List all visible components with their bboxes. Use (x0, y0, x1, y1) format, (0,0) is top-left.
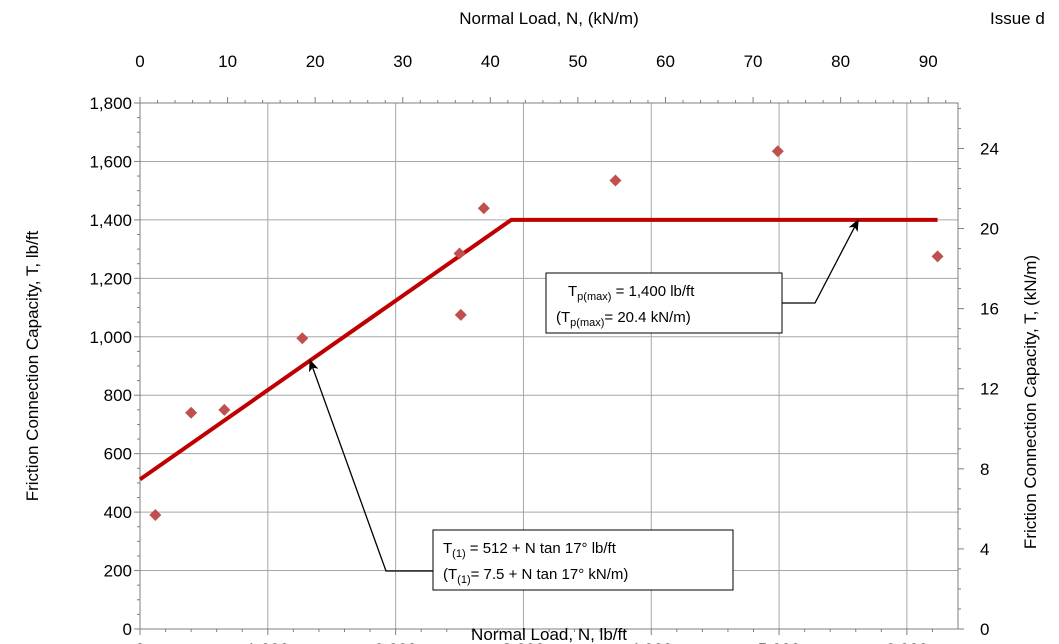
y-tick-label: 0 (123, 620, 132, 639)
data-point (296, 332, 309, 345)
x2-tick-label: 0 (135, 52, 144, 71)
y-tick-label: 1,800 (89, 94, 132, 113)
data-point (185, 406, 198, 419)
annotation-line-1: Tp(max) = 1,400 lb/ft (568, 283, 695, 303)
x2-tick-label: 40 (481, 52, 500, 71)
y-axis-title: Friction Connection Capacity, T, lb/ft (23, 230, 42, 501)
x-tick-label: 1,000 (247, 640, 290, 644)
test-data-series (149, 145, 944, 522)
capacity-line-series (138, 217, 938, 482)
x2-tick-label: 10 (218, 52, 237, 71)
y-tick-label: 1,600 (89, 152, 132, 171)
x2-tick-label: 20 (306, 52, 325, 71)
axis-tick-labels: 01,0002,0003,0004,0005,0006,000020040060… (89, 52, 998, 644)
y2-tick-label: 0 (980, 620, 989, 639)
y-tick-label: 200 (104, 562, 132, 581)
x2-tick-label: 30 (393, 52, 412, 71)
data-point (218, 403, 231, 416)
annotation-line-2: (Tp(max)= 20.4 kN/m) (556, 309, 691, 329)
axis-ticks (134, 97, 964, 635)
x2-tick-label: 50 (568, 52, 587, 71)
y-tick-label: 1,000 (89, 328, 132, 347)
annotation-leader (782, 219, 859, 304)
x2-tick-label: 70 (744, 52, 763, 71)
x-axis-title: Normal Load, N, lb/ft (471, 625, 627, 644)
x2-tick-label: 90 (919, 52, 938, 71)
x2-tick-label: 60 (656, 52, 675, 71)
annotation-box (545, 272, 783, 334)
x2-axis-title: Normal Load, N, (kN/m) (459, 9, 638, 28)
data-point (931, 250, 944, 263)
annotation-leader (309, 359, 433, 572)
x-tick-label: 3,000 (502, 640, 545, 644)
x-tick-label: 4,000 (630, 640, 673, 644)
data-point (771, 145, 784, 158)
annotation-line-1: T(1) = 512 + N tan 17° lb/ft (443, 540, 617, 560)
annotation: Tp(max) = 1,400 lb/ft (Tp(max)= 20.4 kN/m… (545, 219, 859, 334)
y2-tick-label: 16 (980, 300, 999, 319)
y-tick-label: 1,200 (89, 269, 132, 288)
y-tick-label: 1,400 (89, 211, 132, 230)
annotations: Tp(max) = 1,400 lb/ft (Tp(max)= 20.4 kN/m… (309, 219, 859, 591)
y-tick-label: 600 (104, 445, 132, 464)
annotation-box (432, 529, 734, 591)
x-tick-label: 0 (135, 640, 144, 644)
data-point (453, 247, 466, 260)
data-point (454, 308, 467, 321)
x2-tick-label: 80 (831, 52, 850, 71)
y-tick-label: 800 (104, 386, 132, 405)
annotation: T(1) = 512 + N tan 17° lb/ft (T(1)= 7.5 +… (309, 359, 734, 591)
data-point (149, 509, 162, 522)
y2-tick-label: 12 (980, 380, 999, 399)
y2-tick-label: 8 (980, 460, 989, 479)
y2-tick-label: 24 (980, 139, 999, 158)
x-tick-label: 6,000 (886, 640, 929, 644)
y-tick-label: 400 (104, 503, 132, 522)
y2-axis-title: Friction Connection Capacity, T, (kN/m) (1021, 255, 1040, 549)
x-tick-label: 2,000 (374, 640, 417, 644)
data-point (477, 202, 490, 215)
corner-text: Issue d (990, 9, 1045, 28)
x-tick-label: 5,000 (758, 640, 801, 644)
annotation-line-2: (T(1)= 7.5 + N tan 17° kN/m) (443, 566, 628, 586)
y2-tick-label: 4 (980, 540, 989, 559)
data-point (609, 174, 622, 187)
y2-tick-label: 20 (980, 220, 999, 239)
capacity-line (138, 217, 938, 482)
